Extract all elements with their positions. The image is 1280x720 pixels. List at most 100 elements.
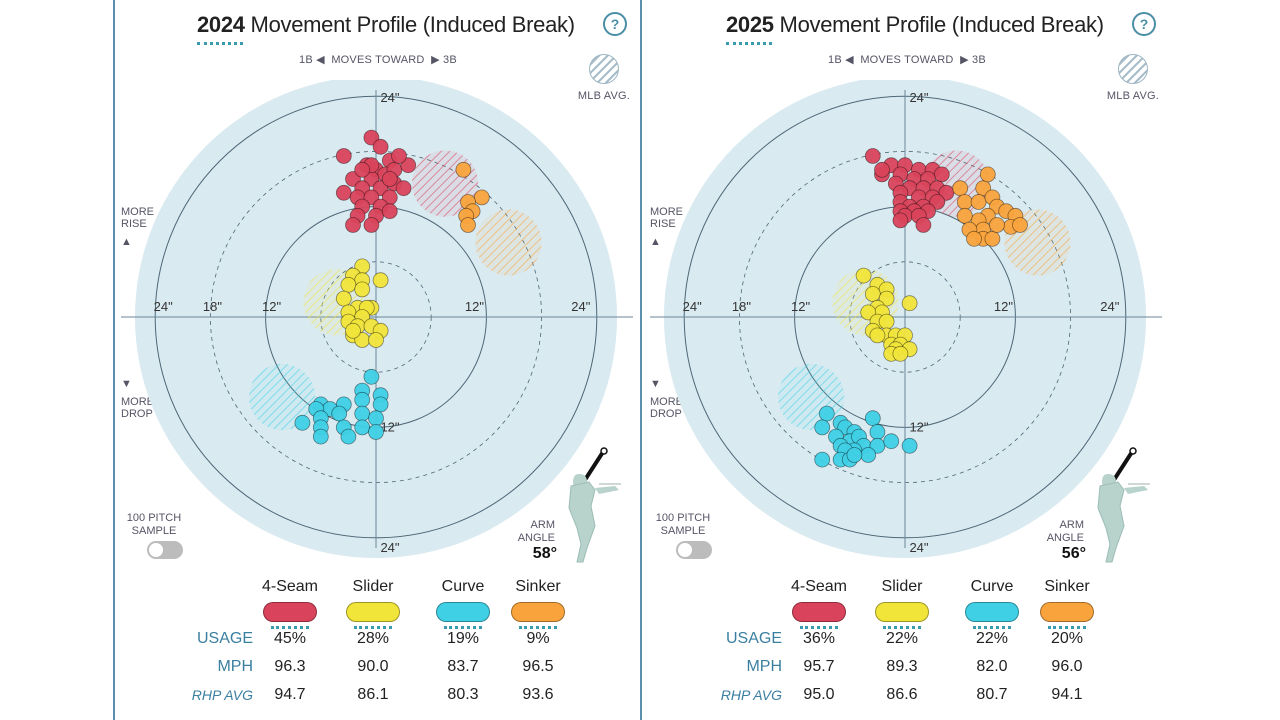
row-label-mph: MPH — [217, 658, 253, 675]
sample-toggle[interactable] — [147, 541, 183, 559]
mph-value-sinker: 96.0 — [1051, 658, 1083, 675]
more-drop-label: ▼ MORE DROP — [650, 378, 683, 420]
pitch-point-slider — [855, 267, 872, 284]
pitcher-silhouette-icon — [568, 447, 621, 563]
pill-underline — [1048, 626, 1086, 629]
pitch-point-sinker — [952, 180, 969, 197]
pitch-point-slider — [340, 276, 357, 293]
sample-line2: SAMPLE — [660, 525, 706, 537]
pitch-point-curve — [818, 405, 835, 422]
usage-value-4-seam: 45% — [273, 630, 307, 647]
pitch-point-curve — [814, 451, 831, 468]
sample-toggle[interactable] — [676, 541, 712, 559]
pitch-color-pill[interactable] — [1040, 602, 1094, 622]
pitch-point-4-seam — [929, 194, 946, 210]
pitch-header-sinker: Sinker — [1032, 578, 1102, 629]
pitch-point-curve — [846, 447, 863, 463]
usage-value-slider: 28% — [356, 630, 390, 647]
movement-panel-2025: 2025 Movement Profile (Induced Break) ? … — [642, 0, 1170, 720]
pitch-header-curve: Curve — [428, 578, 498, 629]
title-underline — [197, 42, 243, 45]
arm-line1: ARM — [1059, 519, 1084, 531]
hatch-swatch-icon — [1118, 54, 1148, 84]
rhp-value-slider: 86.6 — [886, 686, 918, 703]
pitch-color-pill[interactable] — [965, 602, 1019, 622]
moves-toward-label: 1B ◀ MOVES TOWARD ▶ 3B — [299, 53, 457, 66]
triangle-up-icon: ▲ — [650, 236, 661, 248]
movement-chart: 24" 24" 24" 18" 12" 12" 24" 12" — [650, 80, 1162, 558]
pitch-point-slider — [354, 281, 371, 298]
pitch-name: Sinker — [1044, 578, 1090, 595]
ring-label-right-24: 24" — [1100, 299, 1119, 314]
pitch-point-sinker — [455, 161, 472, 178]
rhp-value-sinker: 93.6 — [522, 686, 554, 703]
ring-label-left-18: 18" — [732, 299, 751, 314]
pitch-point-curve — [860, 447, 877, 463]
more-rise-line2: RISE — [650, 218, 676, 230]
ring-label-right-12: 12" — [994, 299, 1013, 314]
pitch-point-4-seam — [363, 217, 380, 233]
pitcher-silhouette-icon — [1097, 447, 1150, 563]
pitch-point-curve — [814, 419, 831, 436]
pitch-point-slider — [869, 327, 886, 344]
pitch-point-curve — [368, 424, 384, 440]
pitch-color-pill[interactable] — [436, 602, 490, 622]
pitch-point-4-seam — [381, 203, 398, 220]
mph-value-slider: 89.3 — [886, 658, 918, 675]
ring-label-left-24: 24" — [154, 299, 173, 314]
rhp-value-curve: 80.7 — [976, 686, 1008, 703]
pitch-point-slider — [335, 290, 352, 307]
more-drop-label: ▼ MORE DROP — [121, 378, 154, 420]
mph-value-curve: 82.0 — [976, 658, 1008, 675]
first-base-label: 1B — [828, 54, 842, 66]
toggle-knob — [149, 543, 163, 557]
usage-value-curve: 22% — [975, 630, 1009, 647]
pitch-point-4-seam — [335, 184, 352, 201]
pitch-color-pill[interactable] — [263, 602, 317, 622]
pitch-point-4-seam — [354, 161, 371, 178]
pitch-point-4-seam — [372, 180, 389, 197]
pitch-color-pill[interactable] — [346, 602, 400, 622]
pitch-point-slider — [878, 313, 895, 330]
rhp-value-curve: 80.3 — [447, 686, 479, 703]
pitch-point-4-seam — [345, 171, 361, 187]
pitch-point-curve — [372, 396, 389, 413]
pill-underline — [444, 626, 482, 629]
pill-underline — [800, 626, 838, 629]
arrow-right-icon: ▶ — [960, 54, 969, 66]
mlb-avg-zone-sinker — [475, 209, 542, 276]
pitch-point-4-seam — [391, 148, 407, 164]
pitch-point-4-seam — [400, 157, 417, 174]
moves-toward-text: MOVES TOWARD — [860, 54, 954, 66]
pitch-point-sinker — [473, 189, 490, 206]
pill-underline — [519, 626, 557, 629]
sample-label: 100 PITCH SAMPLE — [648, 512, 718, 538]
arrow-left-icon: ◀ — [845, 54, 854, 66]
movement-panel-2024: 2024 Movement Profile (Induced Break) ? … — [113, 0, 641, 720]
pitch-point-slider — [878, 290, 895, 307]
pitch-name: 4-Seam — [790, 578, 848, 595]
pitch-point-4-seam — [874, 161, 890, 178]
pitch-point-slider — [345, 322, 361, 339]
pitch-color-pill[interactable] — [511, 602, 565, 622]
pitch-point-4-seam — [372, 138, 389, 155]
help-icon[interactable]: ? — [1132, 12, 1156, 36]
pitch-point-curve — [331, 405, 348, 422]
pitch-color-pill[interactable] — [792, 602, 846, 622]
pitch-color-pill[interactable] — [875, 602, 929, 622]
sample-line1: 100 PITCH — [655, 512, 711, 524]
more-drop-line2: DROP — [650, 408, 682, 420]
triangle-down-icon: ▼ — [121, 378, 132, 390]
mlb-avg-legend: MLB AVG. — [1098, 54, 1168, 102]
panel-title: 2024 Movement Profile (Induced Break) — [197, 12, 575, 38]
pitch-point-curve — [312, 428, 329, 445]
pitch-point-curve — [368, 410, 384, 427]
pitch-point-4-seam — [915, 217, 932, 233]
ring-label-lower-12: 12" — [380, 419, 399, 434]
movement-chart: 24" 24" 24" 18" 12" 12" 24" 12" — [121, 80, 633, 558]
left-divider — [113, 0, 115, 720]
pill-underline — [271, 626, 309, 629]
help-icon[interactable]: ? — [603, 12, 627, 36]
toggle-knob — [678, 543, 692, 557]
mph-value-4-seam: 95.7 — [803, 658, 835, 675]
